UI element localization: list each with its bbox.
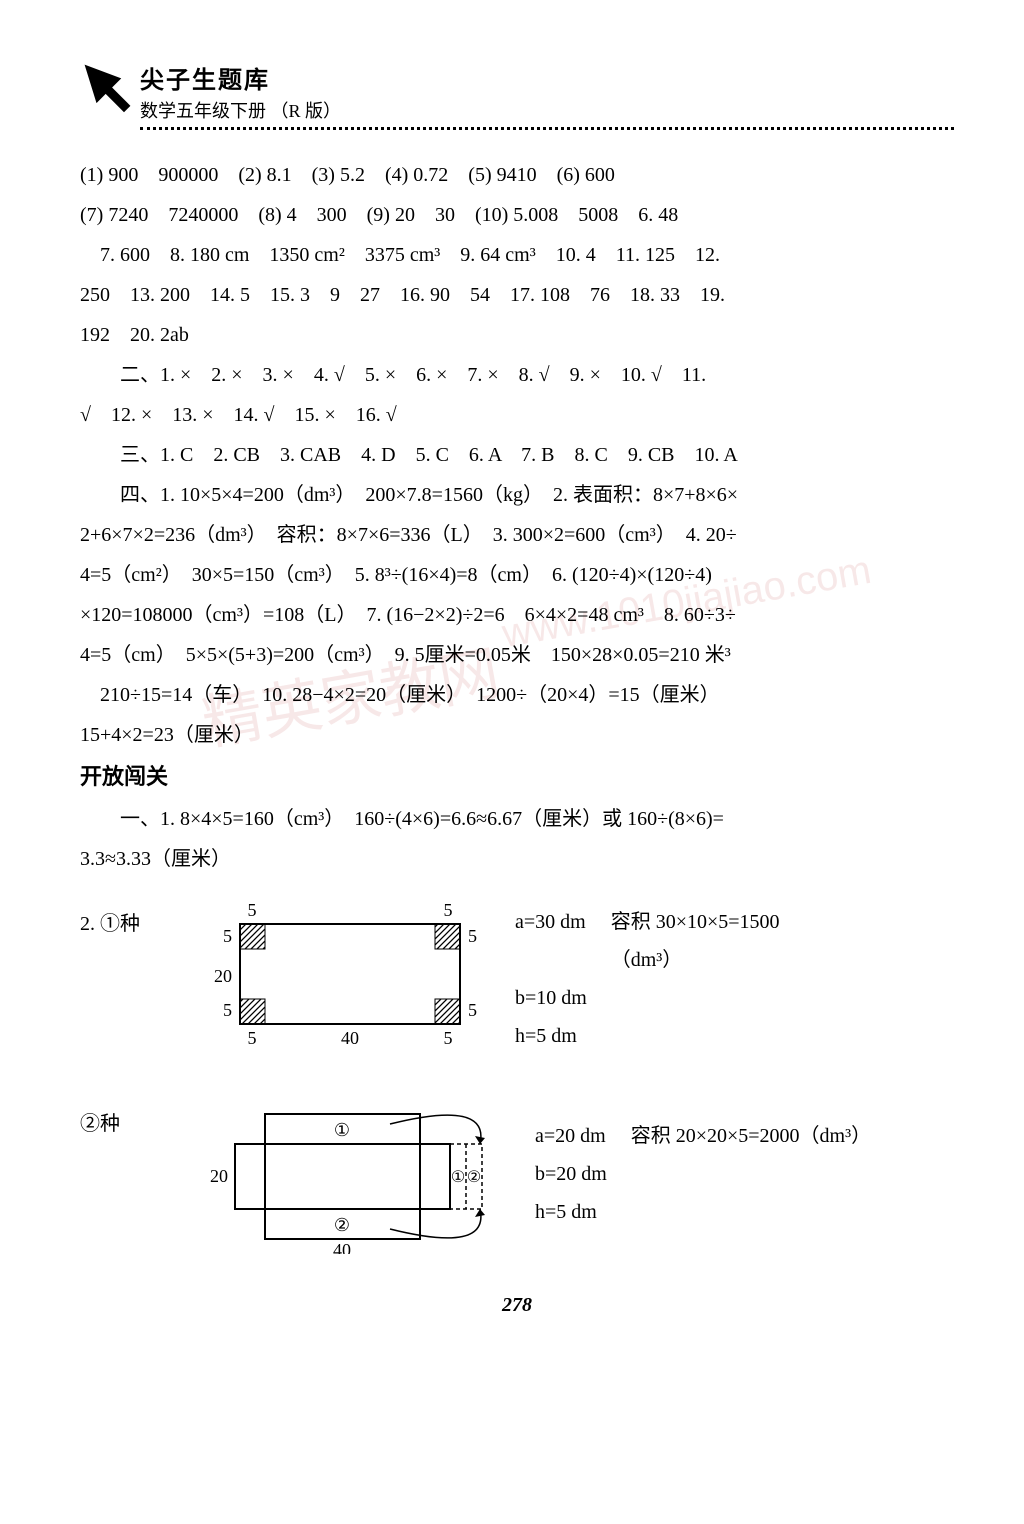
text-line: 3.3≈3.33（厘米）: [80, 839, 954, 879]
svg-text:②: ②: [467, 1169, 481, 1186]
text-line: 四、1. 10×5×4=200（dm³） 200×7.8=1560（kg） 2.…: [80, 475, 954, 515]
d2-a: a=20 dm: [535, 1125, 606, 1147]
d1-h: h=5 dm: [515, 1025, 577, 1047]
diagram-2: ① ② ① ② 20 40: [210, 1094, 510, 1254]
text-line: 250 13. 200 14. 5 15. 3 9 27 16. 90 54 1…: [80, 275, 954, 315]
d1-unit: （dm³）: [611, 949, 683, 971]
d2-vol: 容积 20×20×5=2000（dm³）: [631, 1125, 871, 1147]
text-line: √ 12. × 13. × 14. √ 15. × 16. √: [80, 395, 954, 435]
svg-text:40: 40: [333, 1240, 351, 1254]
diagram-1-row: 2. ①种 5 5 5 5 20 5 5: [80, 894, 954, 1064]
text-line: 192 20. 2ab: [80, 315, 954, 355]
svg-text:5: 5: [444, 900, 453, 920]
header-dots: [140, 127, 954, 130]
text-line: 4=5（cm²） 30×5=150（cm³） 5. 8³÷(16×4)=8（cm…: [80, 555, 954, 595]
svg-text:5: 5: [468, 926, 477, 946]
arrow-icon: [80, 60, 135, 115]
svg-text:②: ②: [334, 1215, 350, 1235]
d1-a: a=30 dm: [515, 911, 586, 933]
book-subtitle: 数学五年级下册 （R 版）: [140, 97, 954, 123]
diagram-1: 5 5 5 5 20 5 5 5 40 5: [210, 894, 490, 1064]
text-line: 4=5（cm） 5×5×(5+3)=200（cm³） 9. 5厘米=0.05米 …: [80, 635, 954, 675]
svg-text:20: 20: [214, 966, 232, 986]
text-line: 15+4×2=23（厘米）: [80, 715, 954, 755]
book-title: 尖子生题库: [140, 60, 954, 95]
text-line: 7. 600 8. 180 cm 1350 cm² 3375 cm³ 9. 64…: [80, 235, 954, 275]
text-line: (1) 900 900000 (2) 8.1 (3) 5.2 (4) 0.72 …: [80, 155, 954, 195]
svg-text:5: 5: [248, 1028, 257, 1048]
diagram-2-row: ②种 ① ② ① ②: [80, 1094, 954, 1254]
text-line: 2+6×7×2=236（dm³） 容积：8×7×6=336（L） 3. 300×…: [80, 515, 954, 555]
page-number: 278: [80, 1294, 954, 1317]
d2-b: b=20 dm: [535, 1163, 607, 1185]
text-line: 210÷15=14（车） 10. 28−4×2=20（厘米） 1200÷（20×…: [80, 675, 954, 715]
svg-text:5: 5: [223, 1000, 232, 1020]
svg-text:20: 20: [210, 1166, 228, 1186]
text-line: ×120=108000（cm³）=108（L） 7. (16−2×2)÷2=6 …: [80, 595, 954, 635]
svg-text:5: 5: [223, 926, 232, 946]
svg-text:①: ①: [334, 1120, 350, 1140]
diagram-1-values: a=30 dm 容积 30×10×5=1500 a=30 dm （dm³） b=…: [515, 903, 780, 1055]
text-line: 二、1. × 2. × 3. × 4. √ 5. × 6. × 7. × 8. …: [80, 355, 954, 395]
answer-content: (1) 900 900000 (2) 8.1 (3) 5.2 (4) 0.72 …: [80, 155, 954, 1254]
diagram-2-label: ②种: [80, 1094, 210, 1144]
section-title: 开放闯关: [80, 755, 954, 799]
diagram-2-values: a=20 dm 容积 20×20×5=2000（dm³） b=20 dm h=5…: [535, 1117, 871, 1231]
svg-text:5: 5: [444, 1028, 453, 1048]
d1-b: b=10 dm: [515, 987, 587, 1009]
d1-vol: 容积 30×10×5=1500: [611, 911, 780, 933]
d2-h: h=5 dm: [535, 1201, 597, 1223]
svg-text:5: 5: [248, 900, 257, 920]
text-line: 三、1. C 2. CB 3. CAB 4. D 5. C 6. A 7. B …: [80, 435, 954, 475]
diagram-1-label: 2. ①种: [80, 894, 210, 944]
text-line: (7) 7240 7240000 (8) 4 300 (9) 20 30 (10…: [80, 195, 954, 235]
svg-text:40: 40: [341, 1028, 359, 1048]
text-line: 一、1. 8×4×5=160（cm³） 160÷(4×6)=6.6≈6.67（厘…: [80, 799, 954, 839]
page-header: 尖子生题库 数学五年级下册 （R 版）: [80, 60, 954, 130]
svg-text:①: ①: [451, 1169, 465, 1186]
svg-text:5: 5: [468, 1000, 477, 1020]
